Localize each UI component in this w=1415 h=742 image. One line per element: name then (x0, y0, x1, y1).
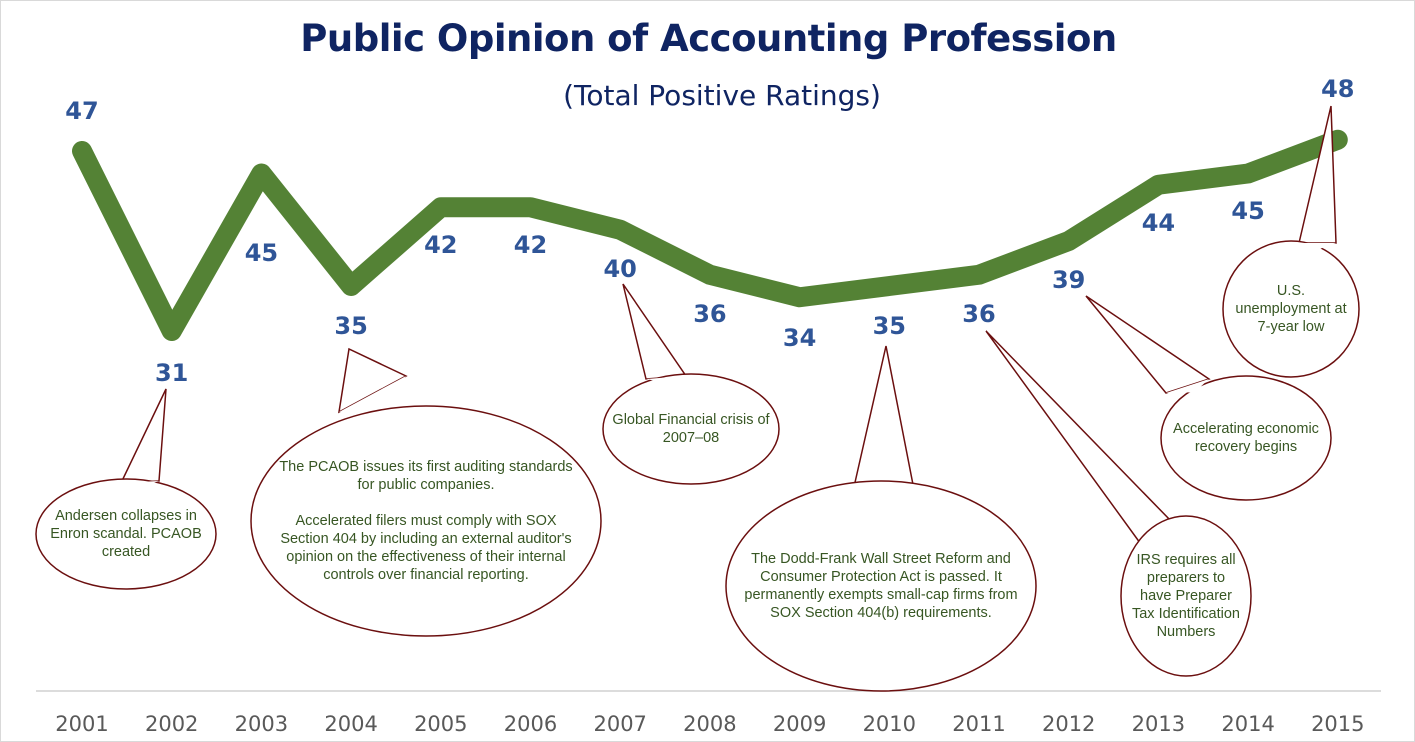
callout-pointer (622, 283, 688, 380)
data-label: 45 (245, 239, 278, 267)
series-line (72, 129, 1348, 341)
x-tick-label: 2002 (145, 712, 198, 736)
data-label: 40 (603, 255, 636, 283)
data-label: 44 (1142, 209, 1175, 237)
chart-title: Public Opinion of Accounting Profession (300, 17, 1117, 60)
callout-pointer (119, 388, 167, 484)
callout-bubble (35, 478, 217, 590)
callout-bubble (250, 405, 602, 637)
data-label: 35 (334, 312, 367, 340)
callout-joint (121, 481, 159, 489)
x-tick-label: 2014 (1221, 712, 1274, 736)
callout-joint (646, 376, 686, 384)
x-tick-label: 2008 (683, 712, 736, 736)
callout-joint (1143, 521, 1171, 547)
x-tick-label: 2007 (593, 712, 646, 736)
data-label: 47 (65, 97, 98, 125)
x-tick-label: 2013 (1132, 712, 1185, 736)
x-tick-label: 2015 (1311, 712, 1364, 736)
data-label: 39 (1052, 266, 1085, 294)
callout-text-2011: IRS requires all preparers to have Prepa… (1131, 552, 1240, 640)
x-tick-label: 2006 (504, 712, 557, 736)
data-label: 36 (693, 300, 726, 328)
callout-pointer (1085, 295, 1211, 394)
x-tick-label: 2010 (863, 712, 916, 736)
callout-joint (851, 500, 916, 511)
chart-subtitle: (Total Positive Ratings) (563, 79, 881, 112)
x-tick-label: 2004 (324, 712, 377, 736)
callout-pointer (1298, 105, 1337, 244)
callout-joint (1166, 379, 1209, 393)
callout-bubble (1120, 515, 1252, 677)
callout-text-2004: The PCAOB issues its first auditing stan… (279, 459, 573, 583)
data-label: 35 (873, 312, 906, 340)
x-tick-label: 2001 (55, 712, 108, 736)
callout-joint (1299, 243, 1336, 251)
x-tick-label: 2012 (1042, 712, 1095, 736)
callout-bubble (602, 373, 780, 485)
callout-joint (339, 376, 406, 412)
callout-text-2015: U.S. unemployment at 7-year low (1235, 283, 1347, 335)
data-label: 42 (514, 231, 547, 259)
x-tick-label: 2003 (235, 712, 288, 736)
data-label: 48 (1321, 75, 1354, 103)
callout-bubble (1222, 240, 1360, 378)
data-label: 31 (155, 359, 188, 387)
x-tick-label: 2009 (773, 712, 826, 736)
data-label: 34 (783, 324, 816, 352)
x-tick-label: 2005 (414, 712, 467, 736)
callout-text-2010: The Dodd-Frank Wall Street Reform and Co… (744, 551, 1018, 621)
callout-text-2007: Global Financial crisis of 2007–08 (612, 412, 770, 446)
callout-text-2002: Andersen collapses in Enron scandal. PCA… (50, 508, 202, 560)
x-tick-label: 2011 (952, 712, 1005, 736)
callout-text-2012: Accelerating economic recovery begins (1173, 421, 1319, 455)
data-label: 45 (1231, 197, 1264, 225)
callout-bubble (1160, 375, 1332, 501)
callout-pointer (850, 345, 917, 501)
data-label: 42 (424, 231, 457, 259)
callout-bubble (725, 480, 1037, 692)
data-label: 36 (962, 300, 995, 328)
